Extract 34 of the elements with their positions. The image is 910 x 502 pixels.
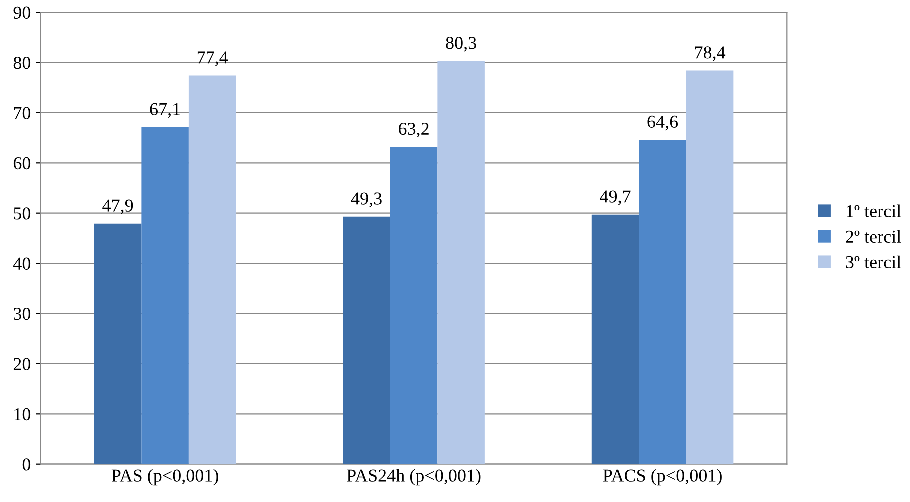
data-label: 47,9 <box>102 200 134 214</box>
bar <box>142 128 189 464</box>
x-tick-label: PAS (p<0,001) <box>112 469 218 486</box>
y-tick-label: 20 <box>14 358 31 370</box>
bar <box>390 147 438 464</box>
bar <box>438 61 485 464</box>
bar <box>592 214 640 464</box>
legend-label: 2º tercil <box>846 230 902 244</box>
y-tick-label: 70 <box>14 107 31 120</box>
bar <box>94 224 142 464</box>
data-label: 49,3 <box>351 192 382 208</box>
y-tick-label: 10 <box>14 408 31 421</box>
legend-label: 1º tercil <box>846 204 902 218</box>
y-tick-label: 0 <box>22 458 31 471</box>
y-tick-label: 50 <box>14 208 31 220</box>
data-label: 77,4 <box>198 52 228 66</box>
data-label: 67,1 <box>150 103 180 118</box>
legend-label: 3º tercil <box>846 256 902 269</box>
y-tick-label: 30 <box>14 308 31 320</box>
data-label: 64,6 <box>648 116 678 131</box>
x-tick-label: PACS (p<0,001) <box>603 469 722 486</box>
bar <box>639 140 686 464</box>
x-tick-label: PAS24h (p<0,001) <box>347 469 481 486</box>
bar <box>686 70 734 464</box>
data-label: 63,2 <box>399 122 429 138</box>
data-label: 49,7 <box>600 190 631 206</box>
y-tick-label: 90 <box>14 6 31 19</box>
bar <box>343 216 390 464</box>
bar <box>188 76 236 464</box>
y-tick-label: 40 <box>14 258 31 270</box>
y-tick-label: 60 <box>14 157 31 170</box>
data-label: 80,3 <box>446 37 476 52</box>
data-label: 78,4 <box>695 46 726 62</box>
y-tick-label: 80 <box>14 57 31 70</box>
